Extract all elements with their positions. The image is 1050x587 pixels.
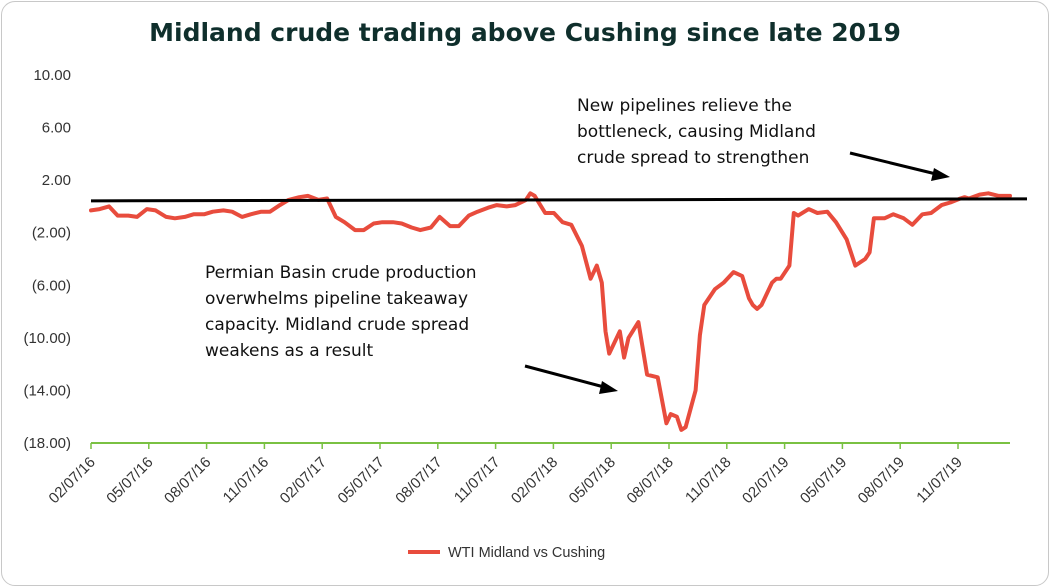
y-tick-label: (6.00) xyxy=(32,277,71,294)
reference-line-layer xyxy=(90,197,1028,203)
chart-title: Midland crude trading above Cushing sinc… xyxy=(149,18,901,47)
annotation-bottom-arrow xyxy=(524,364,605,389)
x-tick-label: 11/07/16 xyxy=(220,454,273,507)
x-tick-label: 05/07/17 xyxy=(335,454,388,507)
y-tick-label: (18.00) xyxy=(23,435,71,452)
x-tick-label: 08/07/17 xyxy=(392,454,445,507)
y-tick-label: 2.00 xyxy=(42,172,71,189)
y-tick-label: 10.00 xyxy=(33,67,71,84)
x-axis-ticks: 02/07/16 05/07/16 08/07/16 11/07/16 02/07/17… xyxy=(46,443,966,507)
annotation-top-line-1: New pipelines relieve the xyxy=(577,96,792,116)
annotation-top-line-2: bottleneck, causing Midland xyxy=(577,122,816,142)
series-layer xyxy=(89,191,1012,432)
x-tick-label: 05/07/16 xyxy=(103,454,156,507)
reference-line xyxy=(90,197,1028,203)
series-line xyxy=(89,191,1012,432)
x-tick-label: 02/07/19 xyxy=(739,454,792,507)
annotation-bottom-line-4: weakens as a result xyxy=(205,341,373,361)
y-axis-ticks: 10.00 6.00 2.00 (2.00) (6.00) (10.00) (14.00) (… xyxy=(23,67,71,452)
annotation-bottom: Permian Basin crude production overwhelm… xyxy=(205,263,482,361)
x-tick-label: 02/07/17 xyxy=(277,454,330,507)
x-tick-label: 08/07/18 xyxy=(624,454,677,507)
annotation-bottom-arrowhead xyxy=(599,381,618,394)
annotation-top-arrowhead xyxy=(931,168,950,181)
x-tick-label: 05/07/19 xyxy=(797,454,850,507)
x-tick-label: 02/07/18 xyxy=(508,454,561,507)
y-tick-label: 6.00 xyxy=(42,120,71,137)
x-tick-label: 08/07/16 xyxy=(161,454,214,507)
x-tick-label: 11/07/17 xyxy=(451,454,504,507)
x-tick-label: 02/07/16 xyxy=(46,454,99,507)
annotation-bottom-line-1: Permian Basin crude production xyxy=(205,263,477,283)
x-tick-label: 11/07/18 xyxy=(682,454,735,507)
annotation-top-line-3: crude spread to strengthen xyxy=(577,148,809,168)
annotation-top-arrow xyxy=(849,151,937,176)
legend: WTI Midland vs Cushing xyxy=(408,545,605,561)
annotation-bottom-line-3: capacity. Midland crude spread xyxy=(205,315,469,335)
y-tick-label: (2.00) xyxy=(32,225,71,242)
legend-label: WTI Midland vs Cushing xyxy=(448,545,605,561)
annotations: New pipelines relieve the bottleneck, ca… xyxy=(205,96,950,394)
x-tick-label: 08/07/19 xyxy=(855,454,908,507)
annotation-bottom-line-2: overwhelms pipeline takeaway xyxy=(205,289,468,309)
y-tick-label: (14.00) xyxy=(23,382,71,399)
x-tick-label: 11/07/19 xyxy=(913,454,966,507)
x-tick-label: 05/07/18 xyxy=(566,454,619,507)
y-tick-label: (10.00) xyxy=(23,330,71,347)
annotation-top: New pipelines relieve the bottleneck, ca… xyxy=(577,96,821,168)
